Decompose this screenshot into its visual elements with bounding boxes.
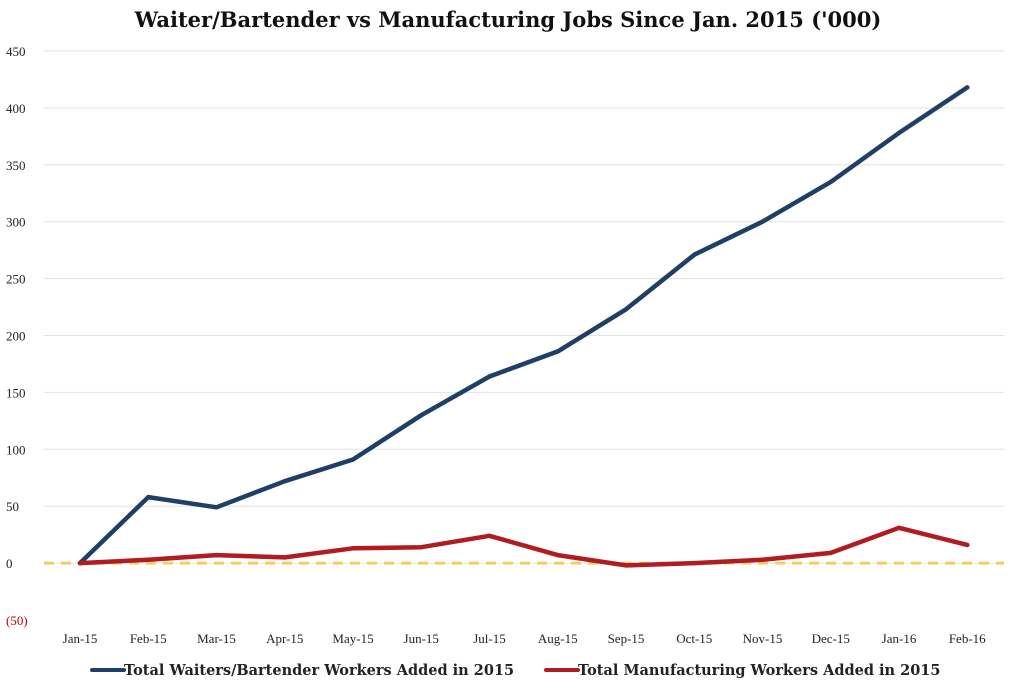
waiters-bartenders-line-point — [623, 307, 629, 312]
waiters-bartenders-line-point — [282, 478, 287, 484]
waiters-bartenders-line-point — [692, 252, 697, 257]
waiters-bartenders-line-point — [487, 374, 492, 379]
x-tick-label: Feb-16 — [949, 631, 986, 646]
manufacturing-line-point — [692, 560, 697, 566]
waiters-bartenders-line-point — [760, 219, 765, 224]
manufacturing-line-point — [77, 560, 83, 566]
y-tick-label: 50 — [6, 499, 19, 514]
waiters-bartenders-line-point — [896, 130, 902, 136]
manufacturing-line-point — [760, 557, 765, 562]
manufacturing-line-point — [828, 550, 833, 556]
x-tick-label: Apr-15 — [266, 631, 303, 646]
manufacturing-line-point — [419, 544, 424, 550]
x-tick-label: May-15 — [332, 631, 373, 646]
legend-label-manufacturing: Total Manufacturing Workers Added in 201… — [578, 662, 941, 679]
waiters-bartenders-line-point — [828, 179, 833, 185]
y-tick-label: 450 — [6, 44, 26, 59]
x-axis-ticks: Jan-15 Feb-15 Mar-15 Apr-15 May-15 Jun-15 Jul-… — [63, 631, 986, 646]
y-axis-ticks: 450 400 350 300 250 200 150 100 50 0 (50) — [6, 44, 28, 628]
legend: Total Waiters/Bartender Workers Added in… — [90, 662, 941, 679]
y-tick-label: 350 — [6, 158, 26, 173]
waiters-bartenders-line-point — [555, 349, 560, 354]
chart-title: Waiter/Bartender vs Manufacturing Jobs S… — [134, 7, 882, 32]
manufacturing-line — [77, 525, 970, 568]
x-tick-label: Nov-15 — [743, 631, 783, 646]
waiters-bartenders-line-point — [965, 85, 970, 90]
y-tick-label: 400 — [6, 101, 26, 116]
series-lines — [77, 85, 970, 568]
y-tick-label: 250 — [6, 272, 26, 287]
manufacturing-line-point — [965, 542, 970, 548]
x-tick-label: Dec-15 — [812, 631, 850, 646]
y-tick-label: 100 — [6, 442, 26, 457]
x-tick-label: Feb-15 — [130, 631, 167, 646]
y-tick-label: 200 — [6, 329, 26, 344]
manufacturing-line-point — [282, 555, 287, 560]
waiters-bartenders-line-point — [214, 505, 219, 510]
manufacturing-line-point — [623, 563, 629, 568]
y-tick-label: 150 — [6, 385, 26, 400]
manufacturing-line-point — [555, 552, 560, 558]
waiters-bartenders-line — [77, 85, 970, 566]
y-tick-label: 0 — [6, 556, 13, 571]
x-tick-label: Jan-16 — [882, 631, 917, 646]
manufacturing-line-point — [487, 533, 492, 538]
x-tick-label: Sep-15 — [608, 631, 645, 646]
manufacturing-line-point — [896, 525, 902, 531]
x-tick-label: Jun-15 — [404, 631, 439, 646]
legend-label-waiters: Total Waiters/Bartender Workers Added in… — [124, 662, 514, 679]
x-tick-label: Jul-15 — [473, 631, 506, 646]
grid-lines — [44, 50, 1004, 564]
waiters-bartenders-line-point — [146, 494, 151, 500]
x-tick-label: Mar-15 — [197, 631, 236, 646]
manufacturing-line-point — [214, 552, 219, 558]
waiters-bartenders-line-point — [350, 457, 356, 462]
x-tick-label: Oct-15 — [676, 631, 712, 646]
y-tick-label: (50) — [6, 613, 28, 628]
manufacturing-line-point — [350, 546, 356, 551]
x-tick-label: Aug-15 — [538, 631, 578, 646]
waiters-bartenders-line-point — [419, 412, 424, 418]
y-tick-label: 300 — [6, 215, 26, 230]
manufacturing-line-point — [146, 557, 151, 562]
x-tick-label: Jan-15 — [63, 631, 98, 646]
